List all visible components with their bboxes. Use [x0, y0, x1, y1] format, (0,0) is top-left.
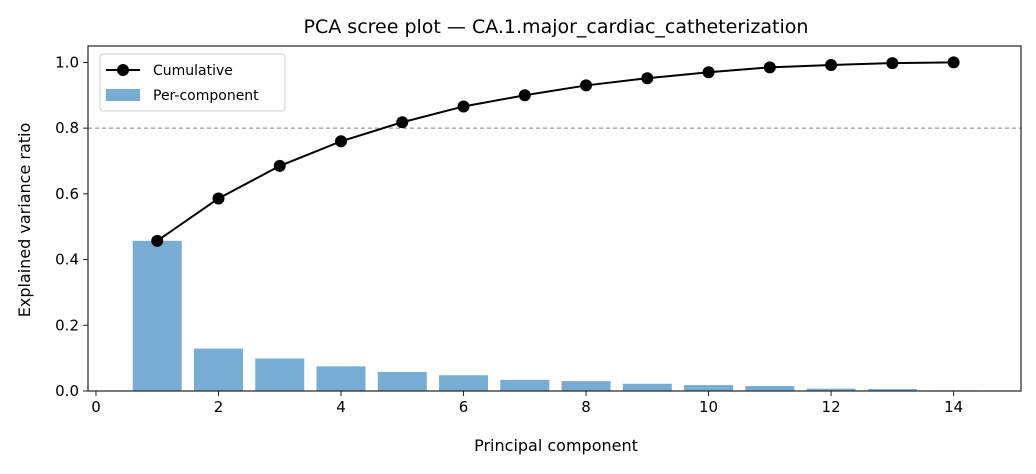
bar-pc2: [193, 348, 243, 391]
cumulative-point-11: [763, 61, 776, 74]
cumulative-line: [156, 61, 954, 242]
y-tick-label: 1.0: [55, 53, 79, 71]
y-tick-label: 0.8: [55, 119, 79, 137]
cumulative-point-9: [641, 72, 654, 85]
x-tick-label: 10: [699, 398, 718, 416]
cumulative-point-6: [457, 100, 470, 113]
y-tick-label: 0.0: [55, 382, 79, 400]
bar-pc9: [622, 383, 672, 391]
x-tick-label: 6: [459, 398, 469, 416]
cumulative-point-5: [396, 116, 409, 129]
cumulative-point-8: [580, 79, 593, 92]
bar-pc12: [806, 388, 856, 391]
x-tick-label: 14: [944, 398, 963, 416]
y-tick-label: 0.6: [55, 185, 79, 203]
chart-title: PCA scree plot — CA.1.major_cardiac_cath…: [304, 16, 809, 38]
plot-frame: [87, 45, 1022, 392]
legend-marker-swatch: [117, 64, 129, 76]
y-tick-label: 0.4: [55, 251, 79, 269]
legend-label-cumulative: Cumulative: [153, 63, 233, 79]
cumulative-point-12: [825, 59, 838, 72]
cumulative-point-7: [518, 89, 531, 102]
bar-pc1: [132, 240, 182, 391]
legend: Cumulative Per-component: [99, 53, 286, 112]
y-tick-label: 0.2: [55, 316, 79, 334]
bar-pc11: [745, 386, 795, 391]
cumulative-point-1: [151, 234, 164, 247]
x-tick-label: 2: [214, 398, 224, 416]
y-axis-label: Explained variance ratio: [15, 123, 34, 318]
bar-pc4: [316, 366, 366, 391]
x-tick-label: 12: [822, 398, 841, 416]
cumulative-point-2: [212, 192, 225, 205]
legend-box: [99, 53, 286, 112]
bar-pc6: [439, 375, 489, 391]
bar-pc5: [377, 371, 427, 391]
bar-pc8: [561, 381, 611, 391]
bar-pc7: [500, 379, 550, 391]
x-tick-label: 4: [336, 398, 346, 416]
cumulative-point-3: [273, 159, 286, 172]
bar-pc13: [867, 389, 917, 391]
legend-label-per-component: Per-component: [153, 88, 259, 104]
x-tick-label: 8: [581, 398, 591, 416]
cumulative-point-4: [335, 135, 348, 148]
cumulative-point-10: [702, 66, 715, 79]
cumulative-point-13: [886, 57, 899, 70]
x-axis-label: Principal component: [474, 436, 638, 455]
cumulative-point-14: [947, 56, 960, 69]
legend-bar-swatch: [106, 89, 140, 101]
bar-pc10: [684, 385, 734, 391]
bar-pc3: [255, 358, 305, 391]
x-tick-label: 0: [91, 398, 101, 416]
